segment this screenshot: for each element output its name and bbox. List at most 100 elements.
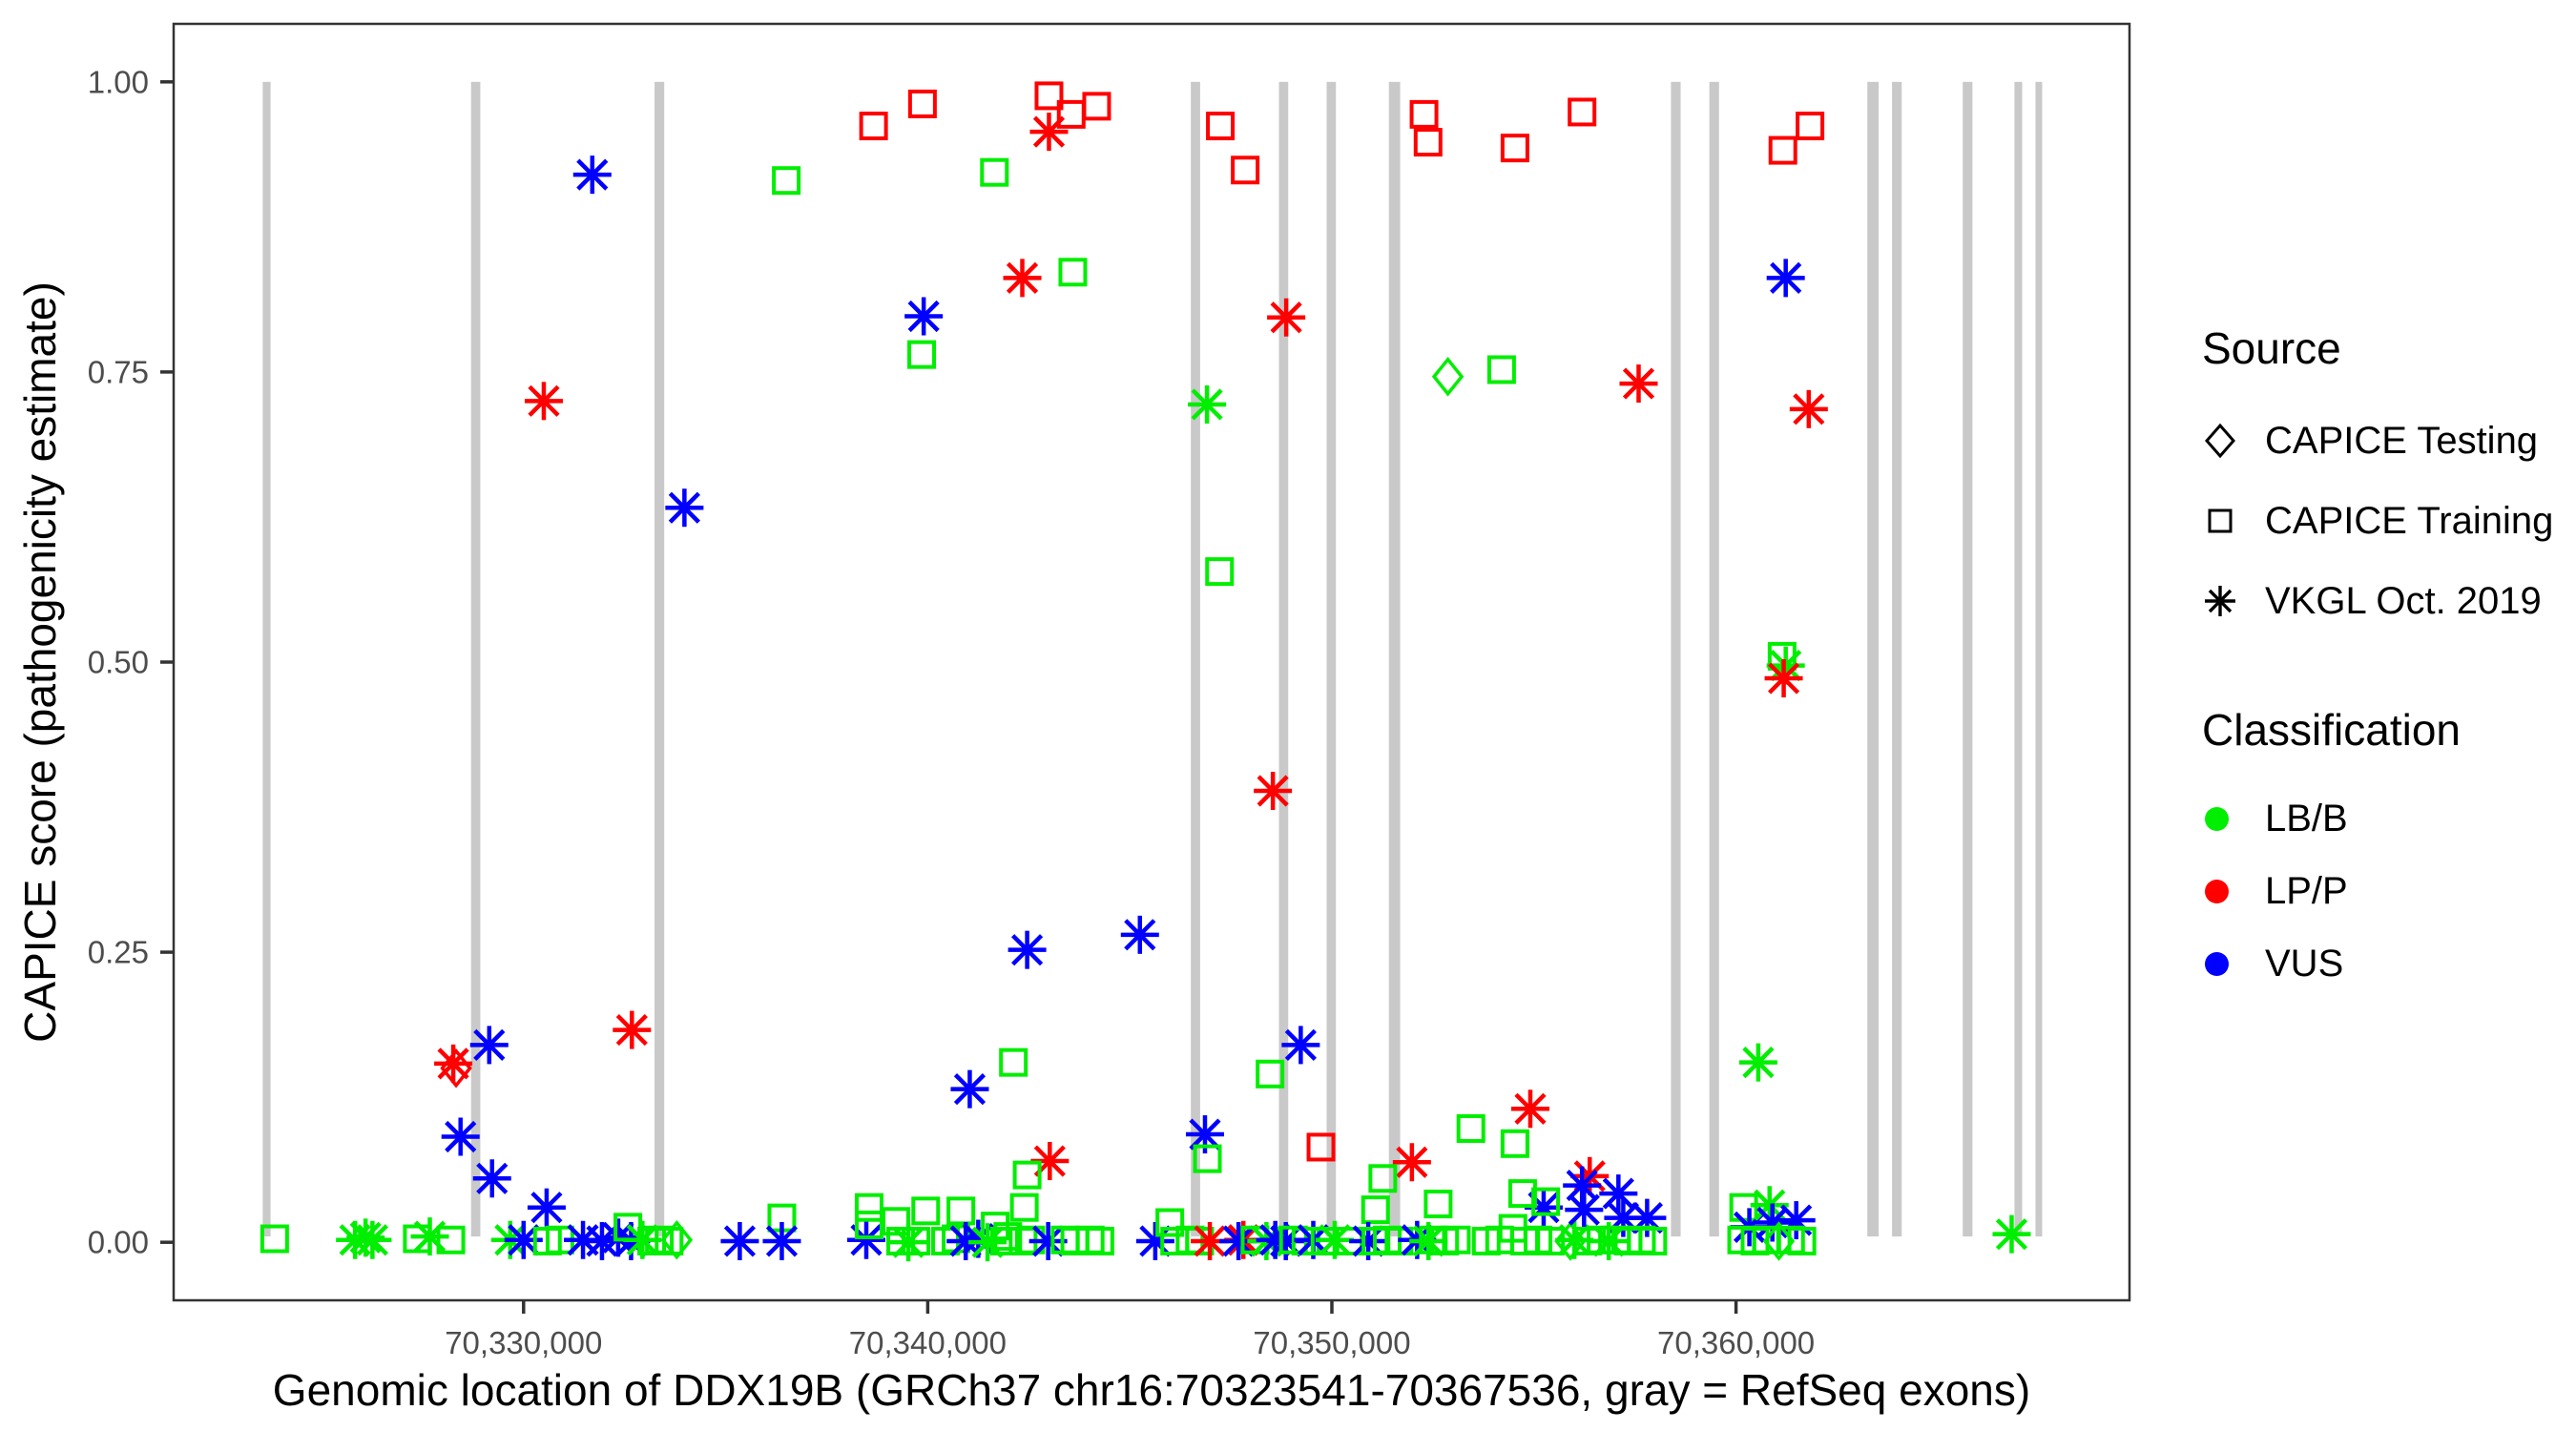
x-axis-title: Genomic location of DDX19B (GRCh37 chr16… [272, 1365, 2031, 1415]
data-point-asterisk [1267, 298, 1306, 337]
data-point-asterisk [346, 1218, 385, 1257]
legend-label: CAPICE Testing [2265, 419, 2539, 462]
data-point-asterisk [1281, 1026, 1320, 1065]
data-point-square [1256, 1059, 1285, 1089]
legend-label: VUS [2265, 942, 2344, 985]
data-point-asterisk [720, 1221, 759, 1260]
y-tick-label: 0.00 [88, 1225, 149, 1260]
data-point-asterisk [1789, 389, 1828, 428]
data-point-square [1012, 1160, 1042, 1190]
exon-bar [654, 81, 665, 1237]
exon-bar [1892, 81, 1902, 1237]
legend-source-group: Source CAPICE Testing CAPICE Training [2202, 322, 2576, 641]
data-point-diamond [1431, 356, 1465, 397]
data-point-diamond [440, 1047, 472, 1089]
data-point-asterisk [665, 488, 704, 528]
data-point-asterisk [524, 382, 563, 421]
data-point-square [1500, 134, 1529, 163]
data-point-asterisk [1029, 113, 1069, 152]
data-point-square [1638, 1226, 1668, 1255]
data-point-asterisk [1628, 1198, 1667, 1237]
legend-item-vus: VUS [2202, 927, 2576, 1000]
data-point-asterisk [353, 1220, 392, 1259]
x-tick-label: 70,330,000 [445, 1325, 602, 1360]
data-point-asterisk [410, 1217, 449, 1256]
exon-bar [1191, 81, 1200, 1237]
red-dot-icon [2202, 879, 2265, 903]
legend-item-capice-training: CAPICE Training [2202, 481, 2576, 561]
data-point-asterisk [1254, 772, 1293, 811]
exon-bar [1278, 81, 1289, 1237]
data-point-asterisk [1188, 384, 1227, 424]
data-point-square [1413, 128, 1443, 157]
data-point-square [854, 1192, 883, 1222]
data-point-square [654, 1226, 684, 1255]
exon-bar [2014, 81, 2023, 1237]
data-point-diamond [660, 1219, 694, 1260]
data-point-square [1155, 1208, 1185, 1237]
data-point-square [1500, 1129, 1529, 1158]
exon-bar [1671, 81, 1681, 1237]
data-point-square [1231, 156, 1260, 185]
data-point-asterisk [1599, 1174, 1638, 1213]
exon-bar [1867, 81, 1880, 1237]
data-point-square [1456, 1113, 1485, 1143]
data-point-asterisk [1120, 915, 1159, 954]
data-point-asterisk [613, 1010, 652, 1049]
exon-bar [1963, 81, 1973, 1237]
data-point-square [1306, 1132, 1336, 1162]
data-point-asterisk [1008, 930, 1047, 969]
data-point-square [907, 89, 937, 118]
legend: Source CAPICE Testing CAPICE Training [2202, 322, 2576, 1000]
data-point-square [1486, 355, 1516, 384]
data-point-square [1423, 1190, 1453, 1219]
legend-label: LB/B [2265, 797, 2348, 840]
legend-item-lbb: LB/B [2202, 782, 2576, 855]
data-point-square [260, 1224, 289, 1254]
data-point-asterisk [527, 1188, 566, 1227]
data-point-square [772, 166, 801, 196]
legend-label: VKGL Oct. 2019 [2265, 579, 2542, 622]
data-point-square [907, 340, 937, 369]
data-point-square [1409, 99, 1439, 129]
asterisk-icon [2202, 583, 2265, 619]
blue-dot-icon [2202, 951, 2265, 976]
data-point-asterisk [1619, 364, 1658, 404]
x-tick-label: 70,360,000 [1657, 1325, 1815, 1360]
data-point-square [1085, 1226, 1114, 1255]
data-point-square [1368, 1164, 1398, 1193]
data-point-square [902, 1226, 931, 1255]
exon-bar [262, 81, 271, 1237]
y-axis-title: CAPICE score (pathogenicity estimate) [15, 281, 65, 1043]
data-point-asterisk [572, 156, 612, 195]
data-point-asterisk [1776, 1201, 1816, 1240]
y-tick-label: 0.75 [88, 354, 149, 389]
legend-label: CAPICE Training [2265, 499, 2554, 542]
data-point-square [1075, 1225, 1105, 1255]
data-point-square [1206, 112, 1236, 141]
data-point-asterisk [1510, 1089, 1549, 1129]
x-tick-label: 70,350,000 [1253, 1325, 1410, 1360]
legend-classification-title: Classification [2202, 705, 2461, 755]
data-point-asterisk [1565, 1191, 1604, 1230]
data-point-square [1787, 1226, 1817, 1255]
data-point-asterisk [441, 1117, 480, 1156]
legend-classification-group: Classification LB/B LP/P VUS [2202, 704, 2576, 1000]
legend-label: LP/P [2265, 869, 2348, 912]
data-point-asterisk [1003, 259, 1042, 298]
data-point-square [946, 1196, 976, 1226]
data-point-asterisk [434, 1044, 473, 1083]
data-point-square [1058, 258, 1088, 287]
data-point-square [1082, 92, 1111, 121]
data-point-square [436, 1225, 466, 1255]
data-point-square [1205, 557, 1235, 587]
data-point-square [1768, 135, 1797, 165]
x-tick-label: 70,340,000 [849, 1325, 1007, 1360]
data-point-square [1361, 1195, 1390, 1225]
data-point-square [613, 1213, 643, 1242]
panel-border [172, 22, 2131, 1302]
data-point-asterisk [762, 1221, 801, 1260]
data-point-square [1568, 97, 1597, 127]
